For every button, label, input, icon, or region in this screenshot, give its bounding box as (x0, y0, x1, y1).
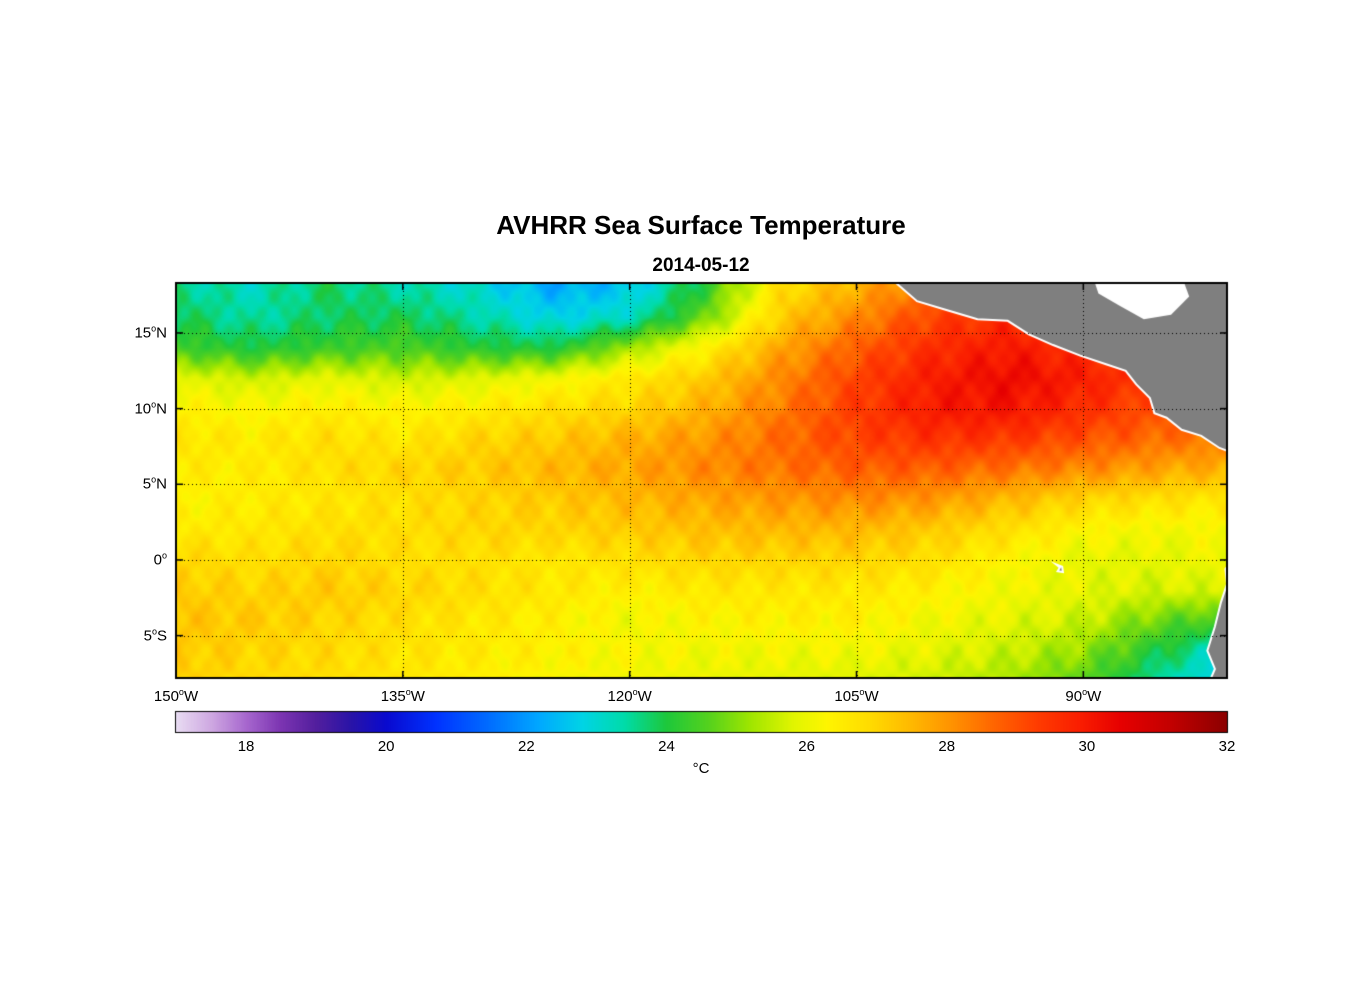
colorbar-units-label: °C (692, 760, 710, 777)
chart-date-subtitle: 2014-05-12 (652, 255, 750, 276)
colorbar-tick-label: 26 (798, 738, 815, 755)
y-axis-tick-label: 5oN (142, 474, 167, 493)
x-axis-tick-label: 90oW (1065, 687, 1102, 706)
colorbar-tick-label: 22 (517, 738, 535, 755)
colorbar-tick-label: 28 (938, 738, 956, 755)
x-axis-tick-label: 120oW (607, 687, 652, 706)
x-axis-tick-label: 105oW (834, 687, 879, 706)
chart-title: AVHRR Sea Surface Temperature (496, 210, 906, 240)
colorbar-tick-label: 32 (1218, 738, 1236, 755)
y-axis-tick-label: 5oS (143, 626, 167, 645)
colorbar-tick-label: 30 (1078, 738, 1096, 755)
y-axis-tick-label: 10oN (134, 399, 167, 418)
y-axis-tick-label: 15oN (134, 323, 167, 342)
colorbar-tick-label: 24 (658, 738, 675, 755)
y-axis-tick-label: 0o (153, 550, 167, 569)
colorbar-tick-label: 20 (377, 738, 395, 755)
x-axis-tick-label: 135oW (380, 687, 425, 706)
x-axis-tick-label: 150oW (153, 687, 199, 706)
colorbar-tick-label: 18 (237, 738, 255, 755)
